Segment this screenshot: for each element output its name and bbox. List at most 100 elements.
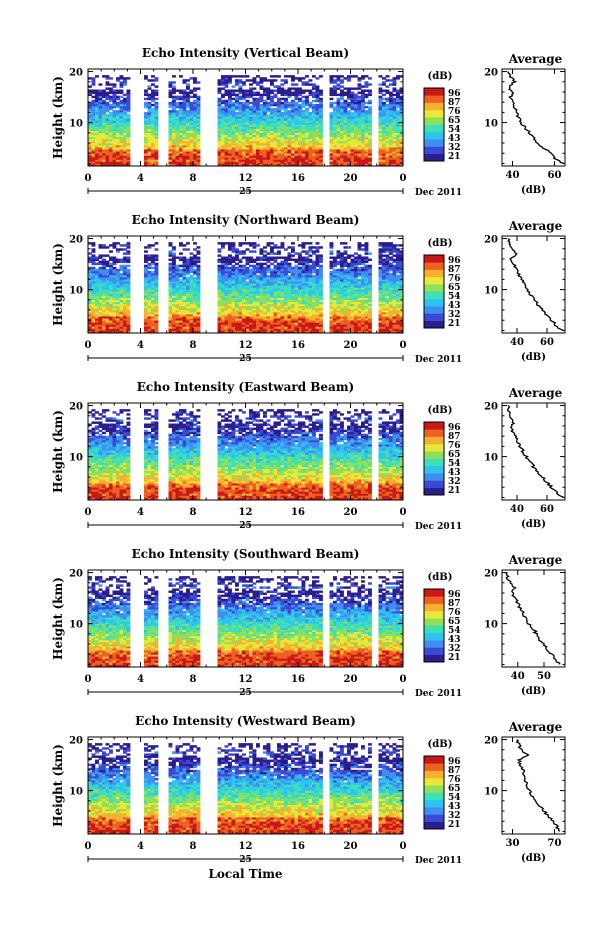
heatmap-cell	[154, 116, 159, 119]
heatmap-cell	[252, 128, 257, 131]
heatmap-cell	[109, 151, 113, 154]
heatmap-cell	[273, 75, 278, 78]
heatmap-cell	[179, 89, 183, 92]
colorbar-segment	[424, 146, 444, 154]
heatmap-cell	[270, 107, 274, 111]
heatmap-cell	[308, 254, 313, 257]
heatmap-cell	[182, 118, 187, 121]
heatmap-cell	[196, 128, 201, 131]
heatmap-cell	[252, 163, 257, 166]
heatmap-cell	[224, 149, 229, 152]
heatmap-cell	[277, 159, 281, 162]
heatmap-cell	[98, 155, 103, 158]
heatmap-cell	[308, 264, 313, 268]
heatmap-cell	[144, 112, 148, 115]
heatmap-cell	[287, 246, 292, 249]
heatmap-cell	[270, 132, 274, 136]
heatmap-cell	[119, 272, 124, 276]
heatmap-cell	[154, 112, 159, 115]
heatmap-cell	[221, 126, 225, 129]
heatmap-cell	[235, 159, 239, 162]
y-tick-label: 20	[69, 68, 83, 79]
heatmap-cell	[252, 120, 257, 123]
heatmap-cell	[263, 250, 267, 253]
heatmap-cell	[123, 132, 127, 136]
heatmap-cell	[179, 242, 183, 245]
heatmap-cell	[119, 159, 124, 162]
heatmap-cell	[224, 112, 229, 115]
heatmap-cell	[126, 159, 131, 162]
heatmap-cell	[245, 114, 250, 117]
heatmap-cell	[196, 126, 201, 129]
heatmap-cell	[119, 142, 124, 146]
heatmap-cell	[182, 114, 187, 117]
heatmap-cell	[175, 128, 180, 131]
heatmap-cell	[312, 83, 316, 86]
heatmap-cell	[224, 142, 229, 146]
heatmap-cell	[147, 105, 152, 109]
heatmap-cell	[151, 114, 155, 117]
heatmap-cell	[389, 83, 393, 86]
heatmap-cell	[168, 163, 173, 166]
heatmap-cell	[196, 157, 201, 160]
heatmap-cell	[126, 107, 131, 111]
heatmap-cell	[252, 157, 257, 160]
heatmap-cell	[112, 153, 117, 156]
heatmap-cell	[231, 75, 236, 78]
heatmap-cell	[235, 75, 239, 78]
heatmap-cell	[151, 149, 155, 152]
heatmap-cell	[147, 270, 152, 274]
heatmap-cell	[252, 107, 257, 111]
heatmap-cell	[112, 112, 117, 115]
heatmap-cell	[238, 153, 243, 156]
colorbar-segment	[424, 102, 444, 111]
heatmap-cell	[305, 250, 309, 253]
heatmap-cell	[284, 97, 288, 101]
heatmap-cell	[319, 97, 323, 101]
heatmap-cell	[186, 116, 190, 119]
colorbar-segment	[424, 131, 444, 140]
heatmap-cell	[259, 136, 264, 140]
heatmap-cell	[88, 161, 92, 164]
heatmap-cell	[172, 112, 176, 115]
heatmap-cell	[119, 89, 124, 92]
heatmap-cell	[98, 114, 103, 117]
heatmap-cell	[385, 97, 390, 101]
heatmap-cell	[182, 79, 187, 82]
heatmap-cell	[126, 124, 131, 127]
heatmap-cell	[126, 161, 131, 164]
heatmap-cell	[147, 144, 152, 148]
heatmap-cell	[179, 153, 183, 156]
heatmap-cell	[172, 95, 176, 99]
heatmap-cell	[105, 97, 110, 101]
heatmap-cell	[221, 153, 225, 156]
heatmap-cell	[231, 130, 236, 134]
heatmap-cell	[266, 136, 271, 140]
heatmap-cell	[175, 151, 180, 154]
heatmap-cell	[333, 75, 337, 78]
heatmap-cell	[263, 144, 267, 148]
heatmap-cell	[102, 138, 106, 142]
heatmap-cell	[224, 130, 229, 134]
heatmap-cell	[224, 242, 229, 245]
heatmap-cell	[189, 149, 194, 152]
heatmap-cell	[102, 112, 106, 115]
heatmap-cell	[221, 93, 225, 97]
heatmap-cell	[277, 155, 281, 158]
heatmap-cell	[256, 116, 260, 119]
heatmap-cell	[179, 159, 183, 162]
heatmap-cell	[119, 126, 124, 129]
heatmap-cell	[102, 151, 106, 154]
heatmap-cell	[154, 107, 159, 111]
heatmap-cell	[277, 161, 281, 164]
heatmap-cell	[273, 107, 278, 111]
heatmap-cell	[231, 136, 236, 140]
heatmap-cell	[224, 140, 229, 144]
heatmap-cell	[193, 112, 197, 115]
heatmap-cell	[102, 128, 106, 131]
heatmap-cell	[266, 142, 271, 146]
heatmap-cell	[196, 97, 201, 101]
heatmap-cell	[172, 81, 176, 84]
heatmap-cell	[126, 142, 131, 146]
heatmap-cell	[228, 140, 232, 144]
